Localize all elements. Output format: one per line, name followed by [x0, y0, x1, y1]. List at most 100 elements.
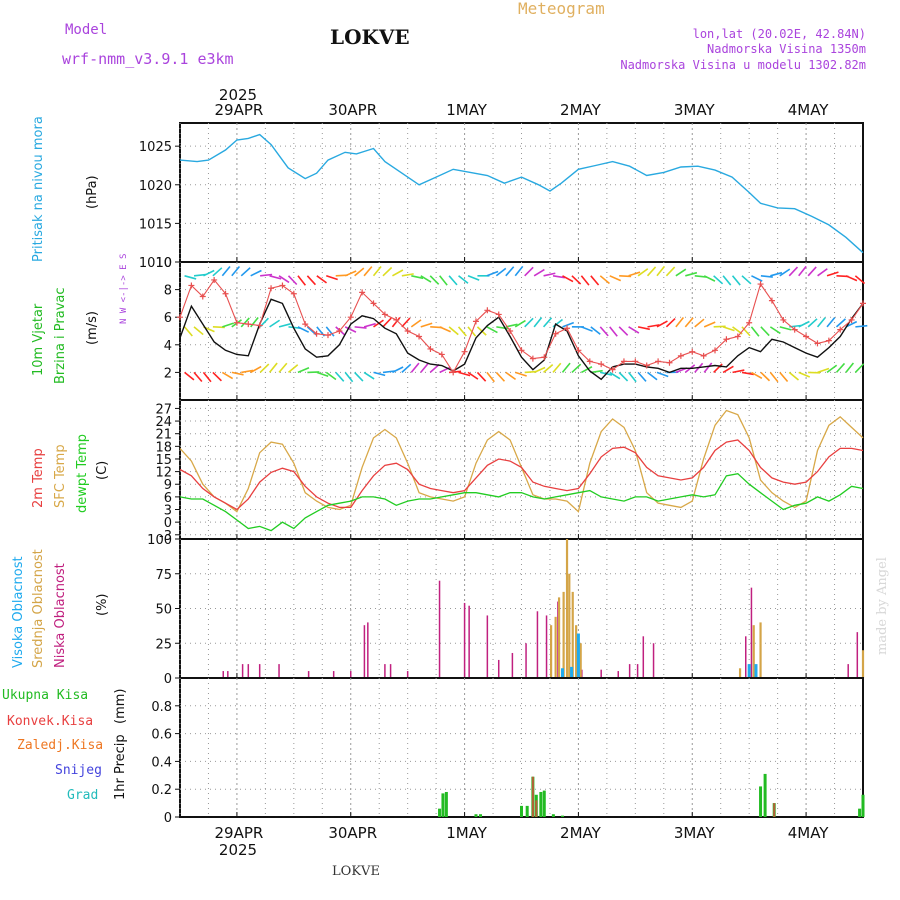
wind-barb	[647, 324, 660, 328]
wind-gust-marker	[188, 282, 195, 289]
wind-barb	[495, 267, 507, 277]
wind-gust-marker	[564, 325, 571, 332]
wind-barb	[817, 268, 828, 277]
wind-barb	[524, 266, 534, 277]
precip-bar-total	[520, 805, 523, 817]
wind-barb	[703, 275, 716, 282]
precip-bar-total	[542, 790, 546, 817]
wind-gust-marker	[268, 285, 275, 292]
wind-barb	[760, 326, 770, 337]
wind-barb	[486, 371, 495, 383]
meteogram-title: Meteogram	[518, 0, 605, 18]
top-day-labels: 29APR 30APR 1MAY 2MAY 3MAY 4MAY	[215, 101, 830, 119]
precip-bar-total	[759, 786, 763, 817]
temperature-ytick-label: 18	[155, 440, 172, 455]
wind-gust-marker	[381, 311, 388, 318]
wind-gust-marker	[359, 289, 366, 296]
watermark: made by Angel	[875, 557, 890, 655]
wind-barb	[278, 362, 288, 373]
wind-barb	[798, 371, 811, 378]
wind-barb	[533, 268, 545, 277]
wind-gust-marker	[757, 281, 764, 288]
wind-ytick-label: 10	[155, 256, 172, 271]
legend-snow: Snijeg	[55, 763, 102, 778]
wind-mean-line	[179, 298, 864, 381]
wind-barb	[363, 322, 376, 328]
day-label-top: 1MAY	[446, 101, 488, 119]
wind-gust-marker	[586, 358, 593, 365]
wind-ytick-label: 8	[164, 284, 172, 299]
wind-barb	[476, 371, 487, 382]
wind-barb	[599, 275, 610, 285]
wind-barb	[278, 323, 291, 328]
wind-barb	[382, 266, 393, 277]
wind-barb	[250, 269, 262, 277]
wind-barb	[542, 317, 553, 328]
wind-gust-marker	[279, 282, 286, 289]
model-elevation: Nadmorska Visina u modelu 1302.82m	[620, 58, 866, 72]
wind-barb	[552, 362, 562, 373]
temp-ylabel-2: SFC Temp	[53, 444, 68, 508]
wind-barb	[524, 317, 534, 328]
temperature-ytick-label: 24	[155, 415, 172, 430]
wind-barb	[354, 326, 367, 329]
wind-barb	[713, 275, 724, 285]
wind-barb	[505, 371, 517, 381]
day-label-top: 4MAY	[788, 101, 830, 119]
wind-barb	[590, 326, 601, 335]
wind-barb	[297, 275, 307, 286]
wind-barb	[448, 326, 459, 336]
wind-gust-marker	[723, 336, 730, 343]
pressure-ytick-label: 1020	[139, 179, 172, 194]
wind-barb	[326, 275, 338, 281]
wind-ytick-label: 2	[164, 366, 172, 381]
cloud-ylabel-3: Niska Oblacnost	[53, 563, 68, 668]
wind-barb	[496, 326, 509, 330]
day-label-top: 29APR	[215, 101, 264, 119]
wind-barb	[580, 275, 590, 286]
wind-barb	[202, 371, 212, 383]
wind-gust-marker	[655, 358, 662, 365]
wind-barb	[628, 271, 641, 277]
wind-gust-marker	[324, 332, 331, 339]
wind-barb	[212, 371, 222, 382]
wind-barb	[816, 317, 826, 328]
wind-barb	[410, 362, 420, 373]
wind-barb	[514, 265, 524, 277]
wind-barb	[760, 275, 773, 278]
wind-barb	[646, 266, 657, 277]
wind-ylabel-1: 10m Vjetar	[31, 303, 46, 376]
wind-barb	[184, 371, 195, 381]
wind-barb	[741, 326, 751, 337]
precip-bar-total	[858, 808, 862, 817]
wind-gust-marker	[302, 321, 309, 328]
wind-barb	[269, 275, 282, 280]
wind-barb	[543, 272, 556, 277]
precip-bar-total	[438, 808, 442, 817]
wind-barb	[637, 326, 650, 331]
wind-barb	[684, 317, 694, 328]
wind-barb	[184, 275, 197, 280]
wind-barb	[675, 317, 685, 328]
wind-barb	[222, 322, 234, 328]
wind-barb	[826, 364, 838, 374]
wind-gust-marker	[700, 352, 707, 359]
wind-barb	[798, 265, 807, 277]
temperature-ytick-label: 27	[155, 402, 172, 417]
elevation: Nadmorska Visina 1350m	[707, 42, 866, 56]
clouds-ytick-label: 75	[155, 568, 172, 583]
wind-barb	[590, 275, 600, 286]
temp-dewpt-line	[179, 473, 864, 532]
wind-barb	[760, 371, 771, 382]
wind-ylabel-2: Brzina i Pravac	[53, 287, 68, 384]
wind-gust-marker	[848, 316, 855, 323]
precip-bar-total	[474, 814, 478, 817]
wind-barb	[269, 319, 281, 328]
temperature-ytick-label: 6	[164, 491, 172, 506]
wind-barb	[722, 326, 735, 332]
temperature-ytick-label: 21	[155, 428, 172, 443]
wind-barb	[637, 268, 649, 277]
temp-2m-line	[179, 439, 864, 511]
wind-gust-marker	[814, 340, 821, 347]
